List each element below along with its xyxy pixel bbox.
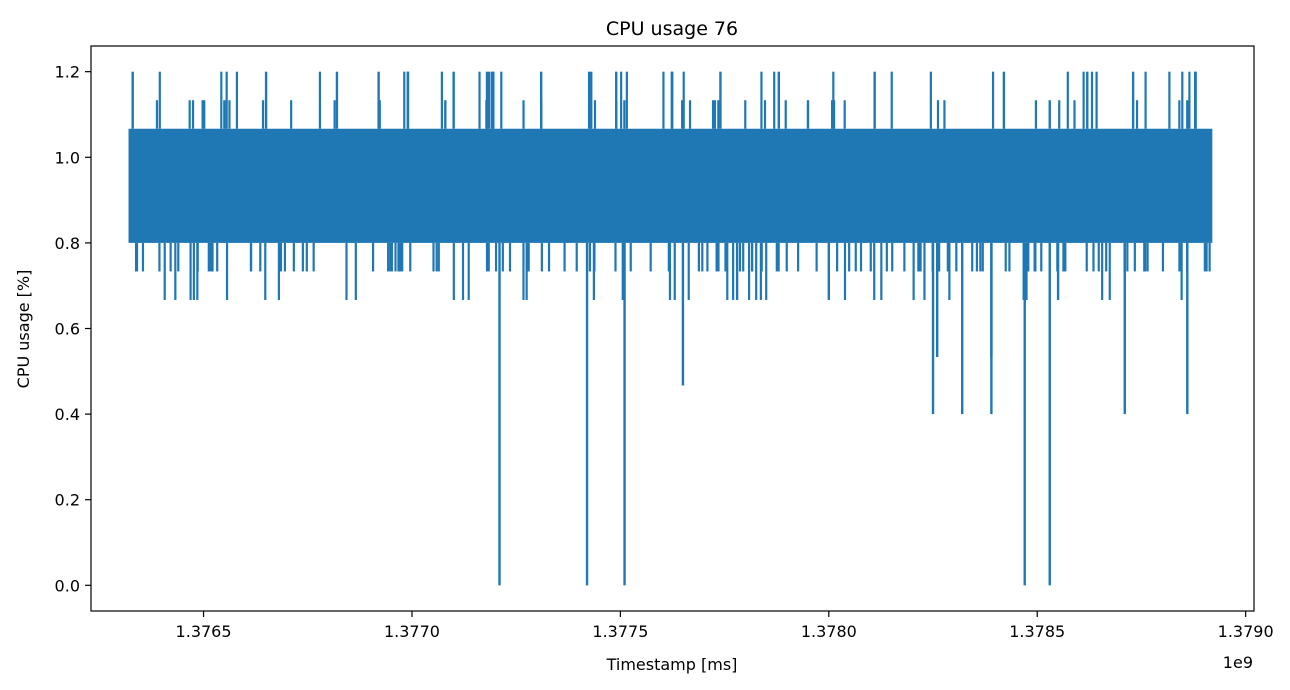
y-tick-label: 0.4 (55, 405, 80, 424)
axes: 1.3765 1.3770 1.3775 1.3780 1.3785 1.3790 0.0 0… (55, 45, 1274, 641)
plot-area (128, 71, 1213, 586)
x-tick-label: 1.3775 (592, 622, 648, 641)
x-tick-label: 1.3770 (384, 622, 440, 641)
x-tick-label: 1.3785 (1009, 622, 1065, 641)
y-tick-label: 0.8 (55, 234, 80, 253)
chart-title: CPU usage 76 (606, 18, 738, 40)
y-tick-label: 1.2 (55, 63, 80, 82)
y-tick-label: 0.0 (55, 576, 80, 595)
x-axis-label: Timestamp [ms] (606, 655, 738, 674)
x-tick-label: 1.3780 (801, 622, 857, 641)
x-axis-offset-label: 1e9 (1223, 653, 1253, 672)
x-tick-label: 1.3790 (1218, 622, 1274, 641)
x-tick-label: 1.3765 (176, 622, 232, 641)
y-tick-label: 1.0 (55, 148, 80, 167)
y-tick-label: 0.2 (55, 491, 80, 510)
y-axis-label: CPU usage [%] (14, 270, 33, 389)
series-band (128, 128, 1213, 243)
y-tick-label: 0.6 (55, 320, 80, 339)
